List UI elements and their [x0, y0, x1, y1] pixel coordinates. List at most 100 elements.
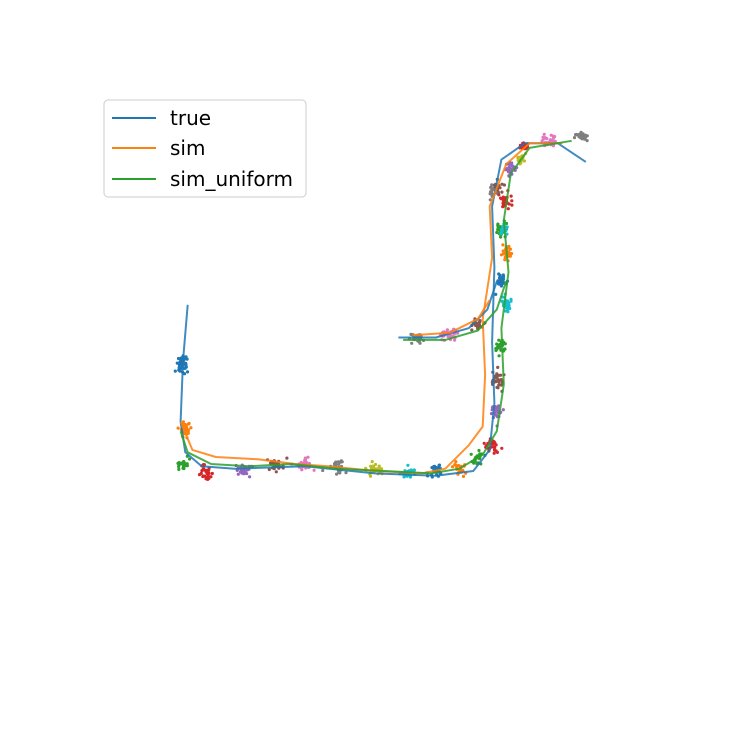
scatter-point	[545, 137, 549, 141]
scatter-point	[454, 460, 458, 464]
scatter-point	[206, 477, 210, 481]
scatter-point	[496, 365, 500, 369]
scatter-point	[500, 190, 504, 194]
scatter-point	[496, 378, 500, 383]
scatter-point	[371, 464, 375, 468]
scatter-point	[460, 468, 465, 472]
scatter-point	[432, 465, 436, 469]
scatter-point	[412, 468, 416, 472]
scatter-point	[577, 135, 581, 139]
scatter-point	[509, 194, 513, 198]
scatter-point	[495, 230, 499, 235]
scatter-point	[499, 373, 503, 377]
scatter-point	[501, 408, 505, 412]
scatter-point	[210, 471, 214, 476]
scatter-point	[583, 136, 587, 140]
scatter-point	[491, 445, 495, 449]
scatter-point	[510, 252, 514, 256]
scatter-point	[321, 468, 325, 473]
scatter-point	[506, 207, 510, 211]
scatter-point	[184, 463, 189, 468]
scatter-point	[497, 272, 501, 276]
scatter-point	[497, 338, 501, 342]
scatter-point	[334, 463, 338, 467]
scatter-point	[179, 356, 183, 360]
scatter-point	[507, 303, 511, 308]
scatter-point	[507, 251, 511, 255]
scatter-point	[177, 467, 181, 471]
legend-label-sim-uniform: sim_uniform	[170, 167, 293, 191]
scatter-point	[248, 475, 252, 479]
scatter-point	[183, 366, 187, 370]
scatter-point	[497, 383, 501, 387]
scatter-point	[496, 386, 500, 390]
scatter-point	[488, 192, 492, 196]
scatter-point	[508, 254, 512, 258]
scatter-point	[497, 404, 501, 408]
scatter-point	[197, 473, 202, 477]
scatter-point	[402, 475, 406, 479]
scatter-point	[500, 446, 504, 450]
scatter-point	[450, 465, 455, 469]
scatter-point	[541, 135, 545, 139]
scatter-point	[312, 468, 316, 472]
scatter-point	[267, 467, 271, 472]
scatter-point	[203, 474, 207, 478]
scatter-point	[176, 356, 181, 361]
scatter-point	[303, 459, 307, 463]
scatter-point	[510, 203, 514, 207]
scatter-point	[200, 469, 204, 473]
scatter-point	[516, 155, 520, 159]
scatter-point	[173, 369, 177, 373]
scatter-point	[188, 457, 192, 461]
scatter-point	[503, 252, 507, 256]
scatter-point	[373, 462, 378, 467]
scatter-point	[499, 228, 504, 232]
scatter-point	[583, 133, 588, 137]
scatter-point	[578, 132, 582, 136]
scatter-point	[522, 159, 527, 163]
scatter-point	[508, 247, 512, 251]
series-line-segment-3	[398, 280, 498, 339]
scatter-point	[274, 470, 278, 474]
scatter-point	[380, 467, 384, 471]
scatter-point	[542, 132, 546, 136]
series-line-segment-4	[403, 280, 508, 341]
scatter-point	[177, 464, 181, 469]
scatter-point	[499, 253, 504, 257]
trajectory-lines	[179, 139, 587, 477]
scatter-point	[494, 449, 498, 453]
legend-label-sim: sim	[170, 136, 205, 160]
scatter-point	[552, 136, 556, 140]
scatter-point	[496, 223, 500, 228]
scatter-point	[503, 258, 507, 262]
scatter-point	[236, 472, 240, 476]
scatter-point	[499, 383, 503, 387]
scatter-point	[335, 472, 339, 476]
scatter-point	[238, 470, 242, 474]
legend-frame	[103, 99, 307, 198]
scatter-point	[453, 463, 457, 467]
scatter-point	[184, 361, 188, 365]
scatter-point	[499, 235, 503, 239]
scatter-point	[499, 378, 503, 382]
scatter-point	[469, 452, 473, 456]
scatter-point	[306, 455, 310, 459]
scatter-point	[187, 421, 191, 426]
scatter-point	[503, 309, 508, 313]
series-line-true	[179, 142, 587, 477]
scatter-point	[510, 164, 514, 168]
scatter-point	[494, 346, 498, 351]
scatter-point	[508, 306, 512, 311]
scatter-point	[182, 463, 186, 467]
scatter-point	[585, 139, 589, 143]
scatter-point	[490, 183, 494, 187]
scatter-point	[408, 475, 412, 479]
scatter-point	[178, 462, 182, 466]
scatter-point	[177, 366, 181, 370]
scatter-point	[189, 426, 193, 430]
scatter-point	[503, 196, 507, 200]
scatter-point	[339, 459, 343, 463]
scatter-point	[337, 462, 341, 466]
series-line-sim	[179, 142, 563, 475]
